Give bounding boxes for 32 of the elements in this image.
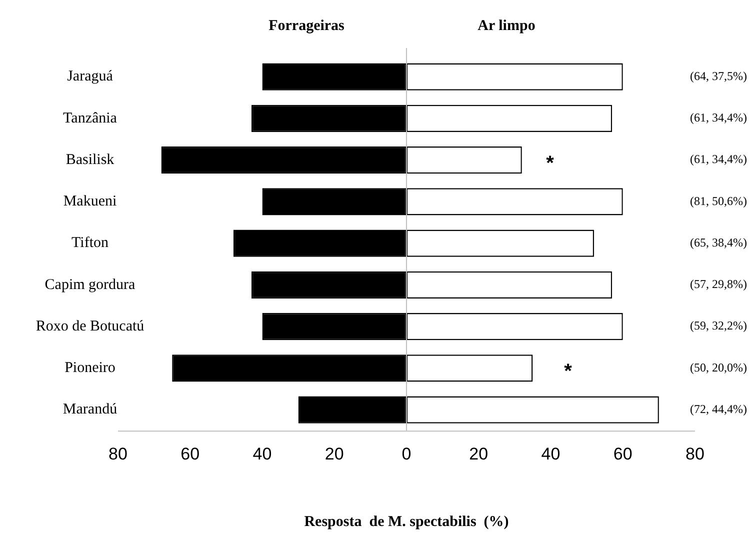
x-tick-label: 40 (252, 444, 272, 464)
y-tick-label: Tifton (72, 235, 109, 252)
x-tick-label: 80 (686, 444, 704, 464)
series-label: Forrageiras (268, 18, 345, 34)
y-tick-label: Makueni (63, 194, 117, 210)
annotation: (72, 44,4%) (690, 402, 747, 416)
annotation: (64, 37,5%) (690, 68, 747, 83)
text: Ar limpo (478, 18, 536, 34)
annotation: (65, 38,4%) (690, 235, 747, 250)
x-tick-label: 40 (541, 444, 560, 464)
x-tick-label: 20 (324, 444, 344, 464)
y-tick-label: Roxo de Botucatú (36, 318, 145, 334)
x-tick-label: 60 (613, 444, 632, 464)
x-tick-label: 60 (180, 444, 200, 464)
annotation: (81, 50,6%) (690, 194, 747, 208)
x-tick-label: 80 (108, 444, 128, 464)
annotation: (50, 20,0%) (690, 360, 747, 374)
annotation: * (564, 360, 572, 383)
annotation: (61, 34,4%) (690, 110, 747, 125)
y-tick-label: Pioneiro (64, 360, 116, 376)
x-axis-title: Resposta de M. spectabilis (%) (304, 514, 509, 530)
x-tick-label: 0 (402, 444, 412, 464)
annotation: * (546, 152, 554, 175)
annotation: (57, 29,8%) (690, 277, 747, 292)
annotation: (61, 34,4%) (690, 152, 747, 166)
y-tick-label: Jaraguá (67, 68, 114, 85)
y-tick-label: Capim gordura (44, 276, 136, 293)
annotation: (59, 32,2%) (690, 318, 747, 333)
y-tick-label: Tanzânia (63, 110, 118, 126)
y-tick-label: Marandú (62, 402, 118, 418)
y-tick-label: Basilisk (66, 152, 115, 168)
x-tick-label: 20 (469, 444, 488, 464)
